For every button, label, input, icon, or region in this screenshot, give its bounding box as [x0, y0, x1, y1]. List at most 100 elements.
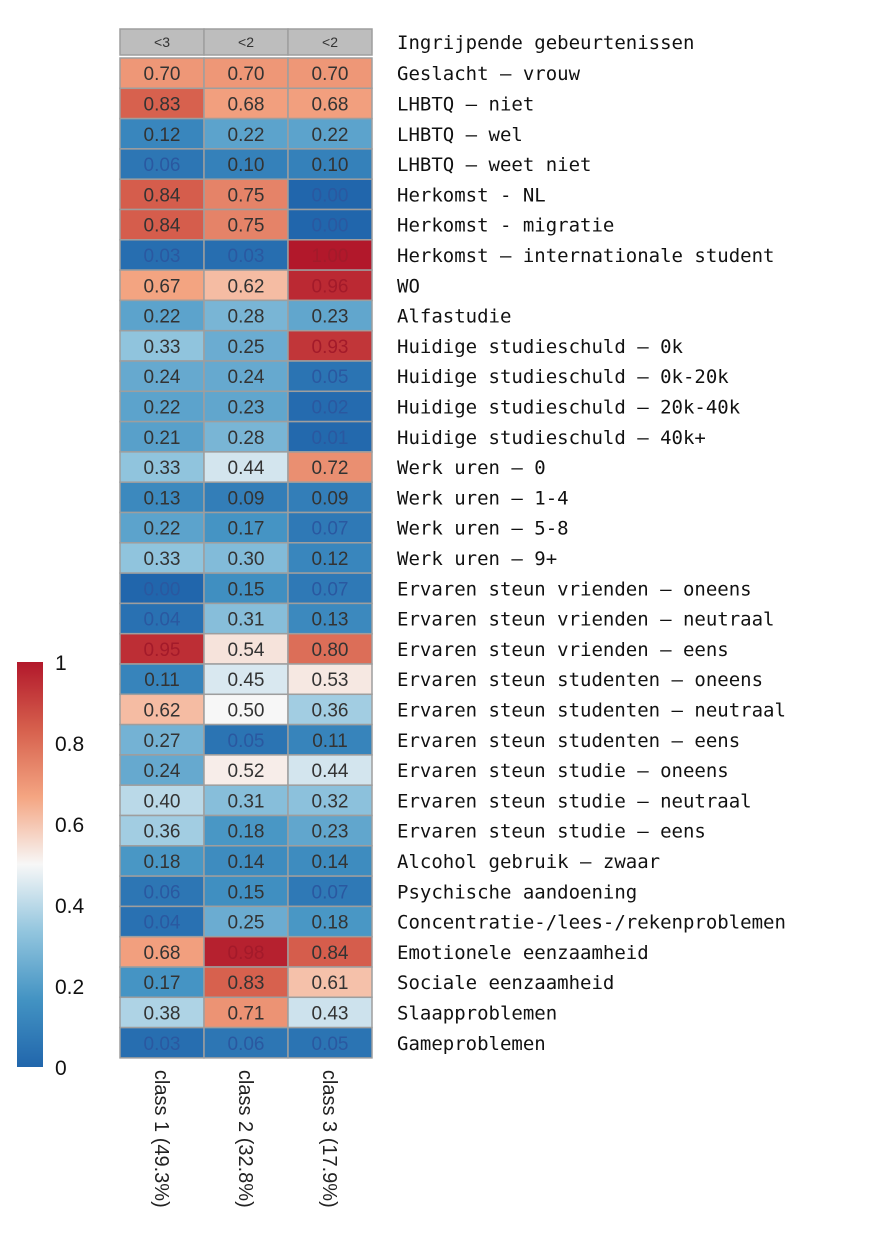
cell-value: 0.14: [228, 852, 265, 873]
header-cell-label: <3: [154, 34, 170, 50]
cell-value: 0.70: [228, 64, 265, 85]
header-cell: [287, 28, 373, 56]
heatmap-cell: [287, 299, 373, 332]
column-labels: class 1 (49.3%) class 2 (32.8%) class 3 (1…: [150, 1070, 340, 1208]
row-label: Alcohol gebruik – zwaar: [397, 851, 660, 873]
cell-value: 0.00: [312, 185, 349, 206]
cell-value: 0.23: [228, 397, 265, 418]
row-label: Herkomst - NL: [397, 184, 546, 206]
heatmap-cell: [119, 875, 205, 908]
heatmap-cell: [119, 511, 205, 544]
cell-value: 0.71: [228, 1003, 265, 1024]
row-label: Ervaren steun vrienden – neutraal: [397, 609, 775, 631]
heatmap-cell: [203, 784, 289, 817]
row-label: Werk uren – 9+: [397, 548, 557, 570]
row-label: Werk uren – 1-4: [397, 487, 569, 509]
cell-value: 0.10: [228, 155, 265, 176]
heatmap-cell: [287, 269, 373, 302]
row-label: Ervaren steun studie – neutraal: [397, 790, 752, 812]
cell-value: 0.31: [228, 791, 265, 812]
cell-value: 0.70: [144, 64, 181, 85]
cell-value: 0.06: [228, 1034, 265, 1055]
heatmap-cell: [119, 693, 205, 726]
cell-value: 0.02: [312, 397, 349, 418]
heatmap-cell: [203, 966, 289, 999]
cell-value: 0.44: [228, 458, 265, 479]
cell-value: 0.21: [144, 428, 181, 449]
cell-value: 0.54: [228, 640, 265, 661]
heatmap-cell: [119, 663, 205, 696]
heatmap-cell: [119, 632, 205, 665]
legend-tick-label: 0.4: [55, 895, 85, 918]
heatmap-cell: [203, 542, 289, 574]
cell-value: 0.05: [312, 367, 349, 388]
heatmap-cell: [287, 329, 373, 362]
cell-value: 0.04: [144, 913, 181, 934]
legend-tick-label: 0.8: [55, 733, 84, 756]
cell-value: 0.93: [312, 337, 349, 358]
heatmap-cell: [287, 814, 373, 847]
cell-value: 0.10: [312, 155, 349, 176]
cell-value: 0.12: [144, 125, 181, 146]
cell-value: 0.24: [144, 761, 181, 782]
cell-value: 0.24: [144, 367, 181, 388]
heatmap-cell: [203, 481, 289, 514]
heatmap-cell: [287, 875, 373, 908]
heatmap-cell: [287, 754, 373, 786]
cell-value: 0.18: [228, 822, 265, 843]
cell-value: 0.84: [312, 943, 349, 964]
cell-value: 0.95: [144, 640, 181, 661]
row-label: Slaapproblemen: [397, 1002, 557, 1024]
heatmap-cell: [287, 845, 373, 877]
cell-value: 0.22: [312, 125, 349, 146]
cell-value: 0.00: [144, 579, 181, 600]
cell-value: 0.68: [144, 943, 181, 964]
cell-value: 0.09: [312, 488, 349, 509]
heatmap-cell: [287, 996, 373, 1029]
heatmap-cell: [287, 905, 373, 938]
row-label: Ervaren steun studenten – neutraal: [397, 699, 786, 721]
heatmap-cell: [287, 511, 373, 544]
heatmap-cell: [203, 299, 289, 332]
cell-value: 0.70: [312, 64, 349, 85]
cell-value: 0.03: [144, 1034, 181, 1055]
heatmap-cell: [203, 87, 289, 120]
row-label: Huidige studieschuld – 0k: [397, 336, 684, 358]
heatmap-cell: [287, 239, 373, 271]
cell-value: 0.13: [312, 610, 349, 631]
heatmap-cells: 0.70 0.70 0.70 0.83 0.68 0.68 0.12 0.22 0.22 0.06…: [119, 57, 373, 1059]
cell-value: 0.62: [228, 276, 265, 297]
row-label: Huidige studieschuld – 0k-20k: [397, 366, 729, 388]
color-legend: 0 0.2 0.4 0.6 0.8 1: [17, 652, 85, 1080]
cell-value: 0.04: [144, 610, 181, 631]
cell-value: 0.11: [144, 670, 180, 691]
cell-value: 0.15: [228, 882, 265, 903]
heatmap-cell: [119, 845, 205, 877]
cell-value: 0.22: [228, 125, 265, 146]
row-label: Werk uren – 0: [397, 457, 546, 479]
header-cell: [203, 28, 289, 56]
column-label: class 1 (49.3%): [150, 1070, 172, 1208]
heatmap-cell: [119, 996, 205, 1029]
cell-value: 0.67: [144, 276, 181, 297]
heatmap-cell: [287, 663, 373, 696]
cell-value: 0.05: [228, 731, 265, 752]
row-label: WO: [397, 275, 420, 297]
row-label: Herkomst – internationale student: [397, 245, 775, 267]
row-label: Ervaren steun vrienden – oneens: [397, 578, 752, 600]
header-row-label: Ingrijpende gebeurtenissen: [397, 32, 694, 54]
row-label: Ervaren steun studie – eens: [397, 821, 706, 843]
cell-value: 0.40: [144, 791, 181, 812]
cell-value: 0.33: [144, 337, 181, 358]
row-label: Concentratie-/lees-/rekenproblemen: [397, 912, 786, 934]
cell-value: 0.03: [144, 246, 181, 267]
heatmap-cell: [287, 966, 373, 999]
cell-value: 0.30: [228, 549, 265, 570]
heatmap-cell: [287, 208, 373, 241]
row-label: Huidige studieschuld – 20k-40k: [397, 396, 741, 418]
heatmap-cell: [119, 239, 205, 271]
header-cell-label: <2: [238, 34, 254, 50]
cell-value: 0.23: [312, 822, 349, 843]
heatmap-cell: [203, 754, 289, 786]
cell-value: 1.00: [312, 246, 349, 267]
